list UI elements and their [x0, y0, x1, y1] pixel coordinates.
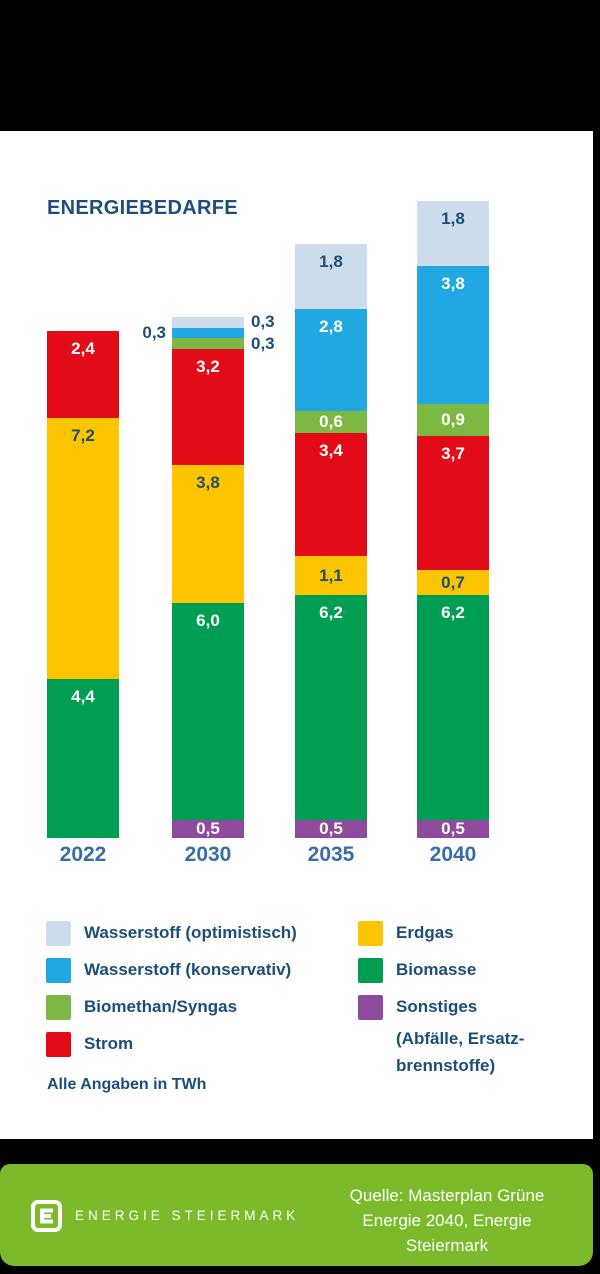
bar-segment: 1,8	[417, 200, 489, 267]
bar-segment: 7,2	[47, 418, 119, 679]
bar-segment-value: 2,8	[319, 317, 343, 337]
bar-segment-value: 2,4	[71, 339, 95, 359]
bar-segment-value-callout: 0,3	[251, 312, 275, 332]
bar-segment	[172, 338, 244, 350]
legend-swatch-blue	[46, 957, 71, 983]
legend-swatch-lightblue	[46, 920, 71, 946]
footer-bar: ENERGIE STEIERMARK Quelle: Masterplan Gr…	[0, 1164, 593, 1266]
legend-label: Wasserstoff (optimistisch)	[84, 923, 297, 942]
legend-swatch-green	[358, 957, 383, 983]
legend-swatch-red	[46, 1031, 71, 1057]
bar-2030: 3,2 3,8 6,0 0,5	[172, 316, 244, 839]
bar-segment: 0,5	[417, 819, 489, 839]
bar-segment	[172, 327, 244, 339]
legend-item-erdgas: Erdgas	[358, 920, 454, 946]
bar-segment-value: 3,4	[319, 440, 343, 460]
bar-segment-value: 3,2	[196, 357, 220, 377]
legend-item-biomasse: Biomasse	[358, 957, 476, 983]
source-line: Steiermark	[405, 1236, 489, 1255]
bar-segment-value: 0,5	[196, 819, 220, 839]
brand-wordmark: ENERGIE STEIERMARK	[75, 1207, 300, 1223]
legend-item-wasserstoff-optimistisch: Wasserstoff (optimistisch)	[46, 920, 297, 946]
bar-segment-value-callout: 0,3	[251, 333, 275, 353]
bar-segment-value: 6,2	[319, 603, 343, 623]
source-line: Energie 2040, Energie	[362, 1211, 532, 1230]
bar-segment: 1,1	[295, 555, 367, 596]
bar-segment-value: 0,9	[441, 410, 465, 430]
units-note: Alle Angaben in TWh	[47, 1076, 207, 1093]
bar-segment: 1,8	[295, 244, 367, 310]
chart-title: ENERGIEBEDARFE	[47, 197, 238, 219]
legend-item-sonstiges: Sonstiges	[358, 994, 477, 1020]
legend-item-biomethan-syngas: Biomethan/Syngas	[46, 994, 237, 1020]
energie-steiermark-logo-icon	[31, 1200, 62, 1237]
bar-segment: 3,8	[172, 465, 244, 603]
bar-segment: 3,7	[417, 436, 489, 571]
legend-label: Biomasse	[396, 960, 477, 979]
bar-segment-value: 6,0	[196, 610, 220, 630]
bar-2022: 2,4 7,2 4,4	[47, 331, 119, 838]
bar-segment-value: 0,5	[319, 819, 343, 839]
bar-segment: 0,9	[417, 403, 489, 437]
bar-segment: 6,0	[172, 602, 244, 820]
bar-segment: 0,7	[417, 570, 489, 596]
bar-segment-value: 0,6	[319, 412, 343, 432]
source-attribution: Quelle: Masterplan Grüne Energie 2040, E…	[318, 1183, 576, 1258]
bar-segment-value: 6,2	[441, 603, 465, 623]
bar-2040: 1,8 3,8 0,9 3,7 0,7 6,2 0,5	[417, 200, 489, 839]
legend-swatch-lightgreen	[46, 994, 71, 1020]
bar-segment: 0,6	[295, 410, 367, 433]
bar-segment-value: 4,4	[71, 686, 95, 706]
source-line: Quelle: Masterplan Grüne	[349, 1186, 545, 1205]
bar-segment: 6,2	[295, 595, 367, 820]
bar-segment: 2,8	[295, 309, 367, 411]
bar-segment-value: 0,5	[441, 819, 465, 839]
bar-segment-value: 1,1	[319, 566, 343, 586]
legend-extra-line: (Abfälle, Ersatz-	[396, 1029, 525, 1048]
bar-segment: 0,5	[172, 819, 244, 839]
bar-segment-value: 3,8	[441, 274, 465, 294]
legend-item-wasserstoff-konservativ: Wasserstoff (konservativ)	[46, 957, 291, 983]
x-axis-label-2030: 2030	[184, 843, 232, 866]
legend-label: Biomethan/Syngas	[84, 997, 238, 1016]
bar-segment: 3,8	[417, 266, 489, 404]
legend-label: Erdgas	[396, 923, 454, 942]
x-axis-label-2022: 2022	[59, 843, 107, 866]
chart-card: ENERGIEBEDARFE 2,4 7,2 4,4 2022 0,3 0,3 0,3 3,2…	[0, 131, 593, 1139]
bar-segment-value: 1,8	[319, 252, 343, 272]
x-axis-label-2040: 2040	[429, 843, 477, 866]
bar-segment-value-callout: 0,3	[142, 323, 166, 342]
bar-segment: 6,2	[417, 595, 489, 820]
bar-segment: 2,4	[47, 331, 119, 419]
bar-segment-value: 1,8	[441, 208, 465, 228]
legend-item-strom: Strom	[46, 1031, 133, 1057]
bar-segment-value: 3,8	[196, 473, 220, 493]
x-axis-label-2035: 2035	[307, 843, 355, 866]
legend-label: Strom	[84, 1034, 134, 1053]
bar-segment	[172, 316, 244, 328]
bar-segment: 3,2	[172, 349, 244, 466]
bar-segment: 3,4	[295, 432, 367, 556]
legend-extra-line: brennstoffe)	[396, 1056, 496, 1075]
legend-sonstiges-description: (Abfälle, Ersatz- brennstoffe)	[396, 1025, 524, 1079]
bar-segment: 0,5	[295, 819, 367, 839]
bar-2035: 1,8 2,8 0,6 3,4 1,1 6,2 0,5	[295, 244, 367, 838]
bar-segment: 4,4	[47, 678, 119, 838]
legend-swatch-purple	[358, 994, 383, 1020]
legend-swatch-yellow	[358, 920, 383, 946]
bar-segment-value: 7,2	[71, 426, 95, 446]
legend-label: Sonstiges	[396, 997, 478, 1016]
legend-label: Wasserstoff (konservativ)	[84, 960, 292, 979]
bar-segment-value: 0,7	[441, 573, 465, 593]
bar-segment-value: 3,7	[441, 444, 465, 464]
